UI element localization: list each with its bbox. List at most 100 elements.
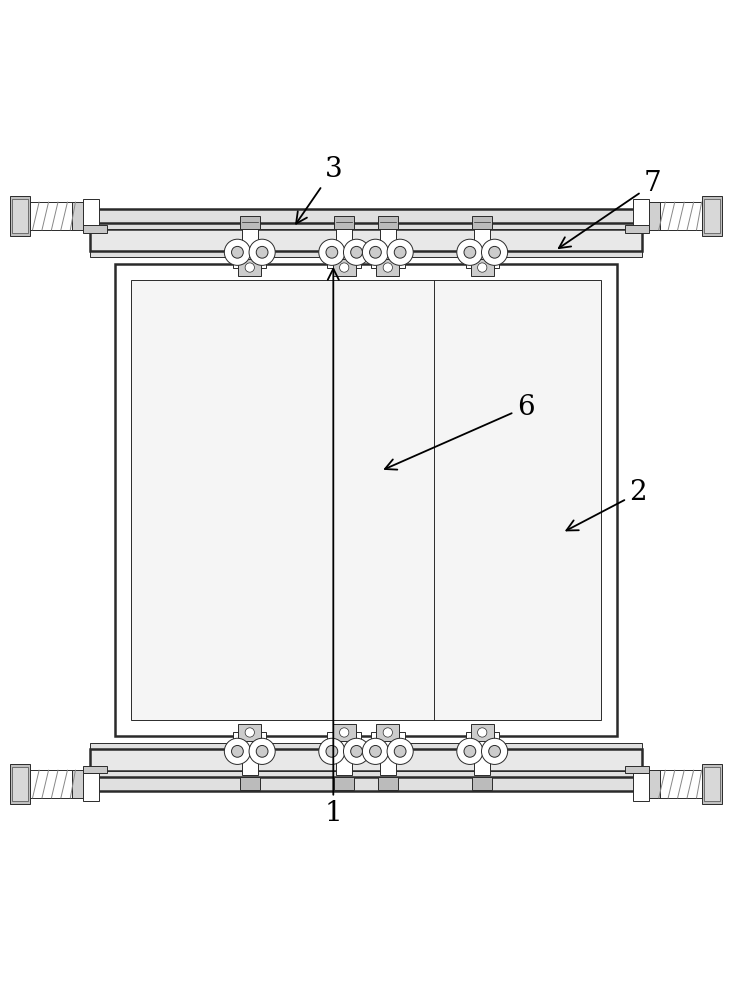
Text: 3: 3: [296, 156, 342, 224]
Bar: [83, 199, 99, 227]
Circle shape: [256, 246, 268, 258]
Circle shape: [340, 728, 349, 737]
Circle shape: [383, 728, 392, 737]
Bar: [474, 732, 490, 775]
Circle shape: [457, 738, 483, 764]
Bar: [376, 724, 400, 741]
Bar: [116, 264, 616, 736]
Bar: [72, 770, 85, 798]
Bar: [396, 244, 405, 268]
Bar: [380, 732, 396, 775]
Bar: [327, 732, 336, 760]
Bar: [472, 216, 493, 229]
Bar: [75, 777, 657, 791]
Circle shape: [245, 263, 255, 272]
Bar: [378, 777, 398, 790]
Circle shape: [477, 263, 487, 272]
Bar: [334, 216, 354, 229]
Bar: [380, 225, 396, 268]
Bar: [10, 196, 31, 236]
Circle shape: [489, 246, 501, 258]
Circle shape: [362, 738, 389, 764]
Bar: [701, 764, 722, 804]
Bar: [239, 216, 260, 229]
Bar: [490, 732, 499, 760]
Bar: [90, 771, 642, 777]
Bar: [233, 732, 242, 760]
Circle shape: [231, 745, 243, 757]
Bar: [131, 280, 601, 720]
Circle shape: [395, 745, 406, 757]
Circle shape: [457, 239, 483, 265]
Bar: [83, 225, 108, 233]
Bar: [472, 777, 493, 790]
Bar: [90, 251, 642, 257]
Text: 1: 1: [324, 269, 342, 827]
Circle shape: [245, 728, 255, 737]
Bar: [624, 766, 649, 773]
Bar: [31, 202, 75, 230]
Bar: [334, 777, 354, 790]
Text: 2: 2: [567, 479, 647, 530]
Circle shape: [362, 239, 389, 265]
Circle shape: [370, 246, 381, 258]
Bar: [647, 202, 660, 230]
Bar: [12, 767, 29, 801]
Circle shape: [489, 745, 501, 757]
Circle shape: [370, 745, 381, 757]
Circle shape: [343, 738, 370, 764]
Bar: [31, 770, 75, 798]
Bar: [471, 259, 494, 276]
Circle shape: [326, 246, 337, 258]
Bar: [242, 732, 258, 775]
Text: 7: 7: [559, 170, 662, 248]
Circle shape: [249, 239, 275, 265]
Circle shape: [482, 738, 508, 764]
Circle shape: [387, 239, 414, 265]
Bar: [490, 244, 499, 268]
Bar: [703, 199, 720, 233]
Circle shape: [256, 745, 268, 757]
Bar: [90, 743, 642, 749]
Bar: [471, 724, 494, 741]
Bar: [336, 732, 352, 775]
Bar: [90, 223, 642, 229]
Circle shape: [318, 738, 345, 764]
Bar: [239, 777, 260, 790]
Bar: [75, 209, 657, 223]
Bar: [647, 770, 660, 798]
Circle shape: [249, 738, 275, 764]
Bar: [703, 767, 720, 801]
Bar: [72, 202, 85, 230]
Circle shape: [224, 239, 250, 265]
Bar: [258, 244, 266, 268]
Circle shape: [482, 239, 508, 265]
Bar: [701, 196, 722, 236]
Bar: [474, 225, 490, 268]
Bar: [83, 766, 108, 773]
Bar: [657, 770, 701, 798]
Bar: [352, 732, 361, 760]
Text: 6: 6: [385, 394, 534, 470]
Bar: [90, 749, 642, 771]
Bar: [633, 199, 649, 227]
Circle shape: [326, 745, 337, 757]
Bar: [371, 732, 380, 760]
Circle shape: [231, 246, 243, 258]
Bar: [371, 244, 380, 268]
Bar: [327, 244, 336, 268]
Bar: [238, 259, 261, 276]
Bar: [332, 724, 356, 741]
Circle shape: [318, 239, 345, 265]
Bar: [233, 244, 242, 268]
Bar: [10, 764, 31, 804]
Bar: [378, 216, 398, 229]
Circle shape: [395, 246, 406, 258]
Bar: [90, 229, 642, 251]
Circle shape: [351, 745, 362, 757]
Bar: [83, 773, 99, 801]
Circle shape: [464, 745, 476, 757]
Bar: [624, 225, 649, 233]
Bar: [376, 259, 400, 276]
Bar: [466, 244, 474, 268]
